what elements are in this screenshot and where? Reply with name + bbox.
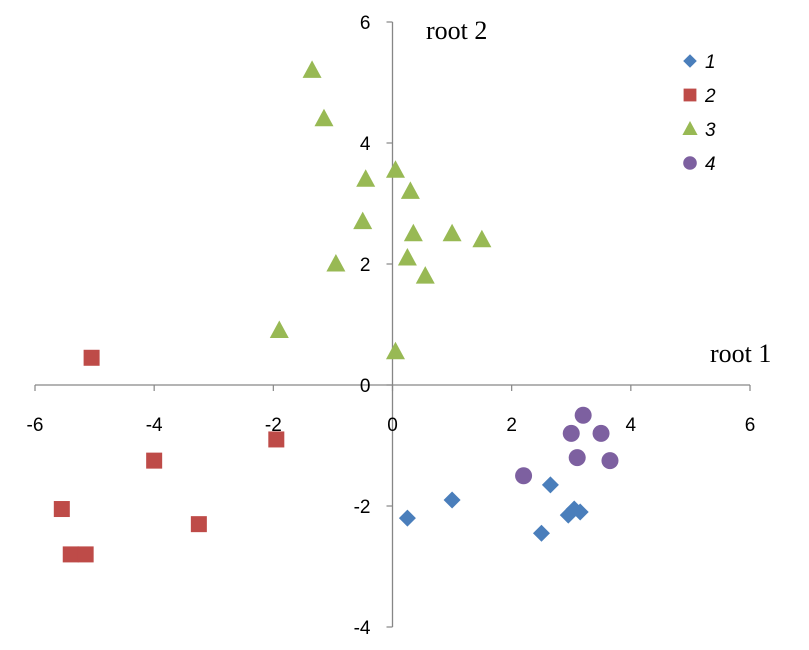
- data-point-series-3: [356, 169, 376, 187]
- data-point-series-2: [83, 349, 100, 366]
- data-point-series-3: [269, 320, 289, 339]
- y-tick-label: 0: [360, 376, 371, 397]
- x-tick-label: 4: [626, 415, 637, 436]
- data-point-series-3: [385, 160, 405, 178]
- data-point-series-3: [385, 341, 405, 360]
- y-tick-label: 2: [360, 255, 371, 276]
- legend-label-series-2: 2: [704, 86, 716, 107]
- legend-marker-series-3: [682, 121, 698, 135]
- data-point-series-2: [268, 431, 285, 448]
- data-point-series-4: [574, 406, 592, 424]
- x-tick-label: -2: [265, 415, 282, 436]
- data-point-series-3: [353, 211, 373, 230]
- data-point-series-1: [565, 500, 583, 518]
- data-point-series-4: [568, 449, 586, 467]
- data-point-series-1: [398, 509, 416, 527]
- x-tick-label: 2: [506, 415, 517, 436]
- data-point-series-4: [592, 424, 610, 442]
- data-point-series-2: [62, 546, 79, 563]
- data-points: [53, 60, 619, 563]
- data-point-series-3: [403, 223, 423, 242]
- y-tick-label: -2: [354, 497, 371, 518]
- data-point-series-3: [397, 247, 417, 266]
- data-point-series-4: [515, 467, 533, 485]
- legend-marker-series-4: [683, 156, 697, 170]
- data-point-series-1: [541, 476, 559, 494]
- y-axis-title: root 2: [426, 16, 487, 45]
- data-point-series-3: [314, 108, 334, 127]
- data-point-series-2: [190, 516, 207, 533]
- data-point-series-3: [400, 181, 420, 199]
- legend-label-series-3: 3: [705, 120, 716, 141]
- data-point-series-3: [472, 229, 492, 248]
- y-tick-label: 4: [360, 134, 371, 155]
- data-point-series-2: [146, 452, 163, 469]
- data-point-series-3: [442, 223, 462, 242]
- data-point-series-2: [77, 546, 94, 563]
- data-point-series-1: [443, 491, 461, 509]
- legend-label-series-1: 1: [705, 52, 716, 73]
- data-point-series-2: [53, 501, 70, 518]
- x-tick-label: -6: [27, 415, 44, 436]
- y-tick-label: 6: [360, 13, 371, 34]
- legend: 1 2 3 4: [682, 52, 716, 175]
- x-tick-label: 0: [387, 415, 398, 436]
- data-point-series-4: [601, 452, 619, 470]
- data-point-series-4: [562, 424, 580, 442]
- data-point-series-3: [302, 60, 322, 78]
- x-tick-label: -4: [146, 415, 163, 436]
- legend-marker-series-1: [683, 54, 697, 68]
- data-point-series-1: [532, 524, 550, 542]
- y-tick-label: -4: [354, 618, 371, 639]
- legend-marker-series-2: [683, 88, 697, 102]
- data-point-series-1: [571, 503, 589, 521]
- data-point-series-3: [415, 266, 435, 284]
- x-tick-label: 6: [745, 415, 756, 436]
- data-point-series-3: [326, 254, 346, 272]
- axes: -6 -4 -2 0 2 4 6 -4 -2 0 2 4 6: [27, 13, 756, 639]
- x-axis-title: root 1: [710, 339, 771, 368]
- legend-label-series-4: 4: [705, 154, 716, 175]
